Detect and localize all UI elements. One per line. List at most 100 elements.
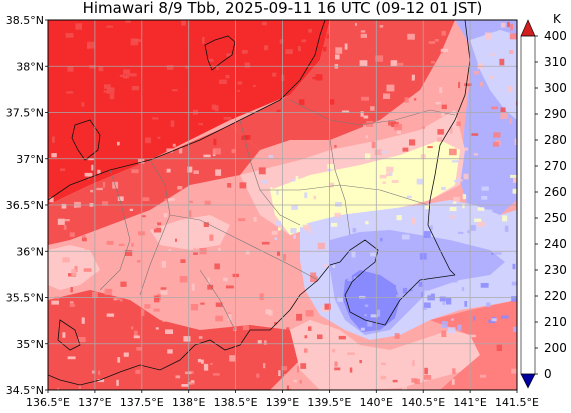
field-speckle — [151, 63, 155, 71]
field-speckle — [97, 25, 100, 32]
field-speckle — [297, 366, 299, 373]
field-speckle — [62, 31, 71, 35]
region-west-pale — [48, 245, 100, 290]
field-speckle — [119, 298, 123, 302]
field-speckle — [242, 325, 249, 331]
field-speckle — [423, 231, 431, 238]
colorbar-tick-label: 400 — [544, 29, 567, 43]
field-speckle — [223, 277, 228, 282]
lat-tick-label: 34.5°N — [6, 384, 44, 397]
field-speckle — [382, 253, 386, 259]
field-speckle — [453, 180, 459, 182]
field-speckle — [89, 65, 96, 69]
field-speckle — [129, 208, 134, 211]
prefecture-border — [99, 169, 131, 291]
field-speckle — [406, 195, 412, 199]
field-speckle — [281, 366, 288, 371]
field-speckle — [446, 348, 454, 355]
field-speckle — [198, 191, 202, 196]
field-speckle — [193, 170, 199, 174]
field-speckle — [423, 307, 427, 310]
field-speckle — [110, 287, 117, 295]
region-south-pale — [290, 320, 480, 390]
field-speckle — [90, 37, 95, 43]
field-speckle — [394, 333, 400, 339]
field-speckle — [61, 203, 67, 209]
field-speckle — [391, 180, 399, 183]
field-speckle — [123, 352, 129, 357]
field-speckle — [227, 313, 232, 321]
field-speckle — [303, 224, 311, 231]
field-speckle — [162, 318, 166, 322]
field-speckle — [424, 290, 431, 296]
field-speckle — [181, 309, 188, 312]
field-speckle — [403, 261, 407, 265]
field-speckle — [62, 120, 67, 126]
field-speckle — [449, 148, 457, 156]
field-speckle — [246, 250, 250, 255]
field-speckle — [191, 283, 195, 291]
field-speckle — [72, 84, 81, 90]
field-speckle — [491, 106, 498, 110]
field-speckle — [462, 203, 465, 209]
coastline-segment — [57, 319, 81, 351]
field-speckle — [322, 46, 327, 52]
field-speckle — [441, 30, 446, 36]
field-speckle — [364, 304, 369, 308]
field-speckle — [477, 207, 485, 211]
field-speckle — [197, 358, 202, 363]
field-speckle — [131, 85, 139, 91]
field-speckle — [153, 227, 162, 233]
field-speckle — [219, 74, 225, 77]
field-speckle — [242, 49, 248, 54]
field-speckle — [427, 293, 435, 301]
field-speckle — [352, 227, 357, 233]
field-speckle — [54, 68, 59, 73]
field-speckle — [364, 314, 367, 317]
field-speckle — [469, 334, 476, 338]
prefecture-border — [289, 99, 456, 126]
field-speckle — [133, 39, 141, 42]
field-speckle — [81, 237, 87, 242]
colorbar-extend-max — [520, 19, 536, 37]
field-speckle — [460, 179, 463, 182]
field-speckle — [75, 23, 83, 30]
field-speckle — [407, 319, 415, 326]
field-speckle — [163, 213, 168, 218]
field-speckle — [481, 196, 488, 200]
colorbar-tick-label: 310 — [544, 55, 567, 69]
field-speckle — [510, 23, 513, 31]
field-speckle — [388, 121, 396, 126]
field-speckle — [125, 20, 131, 23]
colorbar-tick-label: 280 — [544, 133, 567, 147]
field-speckle — [271, 230, 278, 235]
field-speckle — [49, 197, 54, 203]
field-speckle — [496, 344, 502, 351]
field-speckle — [150, 222, 157, 229]
field-speckle — [227, 183, 232, 188]
field-speckle — [229, 355, 236, 362]
field-speckle — [223, 116, 232, 120]
field-speckle — [441, 113, 445, 117]
field-speckle — [172, 143, 176, 147]
field-speckle — [507, 86, 513, 92]
field-speckle — [168, 249, 172, 252]
field-speckle — [77, 337, 86, 343]
field-speckle — [178, 147, 183, 154]
field-speckle — [499, 58, 505, 66]
field-speckle — [278, 370, 281, 376]
field-speckle — [83, 268, 92, 272]
field-speckle — [500, 107, 506, 112]
field-speckle — [71, 269, 77, 276]
field-speckle — [254, 47, 263, 53]
map-title: Himawari 8/9 Tbb, 2025-09-11 16 UTC (09-… — [82, 0, 483, 17]
lon-tick-label: 139°E — [266, 396, 299, 409]
field-speckle — [142, 197, 150, 201]
field-speckle — [175, 375, 181, 379]
field-speckle — [91, 164, 94, 171]
longitude-tick-labels: 136.5°E 137°E 137.5°E 138°E 138.5°E 139°E 139.… — [26, 390, 539, 409]
field-speckle — [404, 97, 409, 103]
field-speckle — [490, 53, 495, 56]
field-speckle — [331, 348, 336, 353]
field-speckle — [504, 225, 509, 232]
